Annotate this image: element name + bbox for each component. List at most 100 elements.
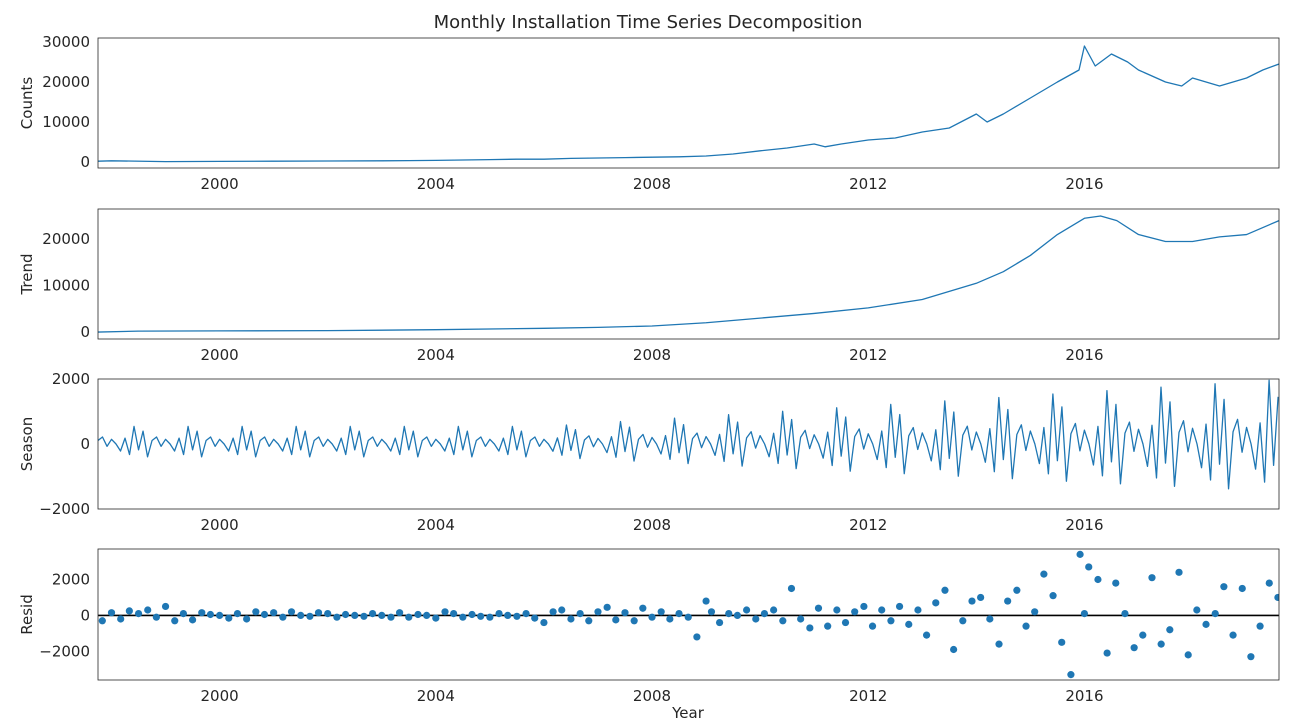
counts-series-line (98, 45, 1279, 163)
resid-point (450, 610, 458, 618)
resid-point (306, 612, 314, 620)
xtick-label: 2016 (1065, 687, 1103, 705)
resid-point (1139, 631, 1147, 639)
ytick-label: 10000 (42, 277, 90, 295)
xtick-label: 2008 (633, 687, 671, 705)
resid-point (576, 610, 584, 618)
resid-point (567, 615, 575, 623)
trend-axes-frame (97, 208, 1280, 340)
resid-point (941, 586, 949, 594)
xtick-label: 2008 (633, 346, 671, 364)
resid-point (1103, 649, 1111, 657)
resid-point (968, 597, 976, 605)
season-panel: −2000 0 2000 2000 2004 2008 2012 2016 Season (18, 370, 1280, 534)
resid-point (1022, 622, 1030, 630)
resid-point (161, 602, 170, 611)
resid-point (98, 617, 106, 625)
ytick-label: 20000 (42, 73, 90, 91)
resid-point (513, 612, 521, 620)
xtick-label: 2016 (1065, 516, 1103, 534)
resid-point (134, 610, 143, 618)
resid-point (1130, 644, 1138, 652)
ytick-label: −2000 (39, 642, 90, 660)
resid-point (1031, 608, 1039, 616)
resid-point (459, 613, 467, 621)
xtick-label: 2004 (417, 175, 455, 193)
xtick-label: 2016 (1065, 175, 1103, 193)
resid-point (648, 613, 656, 621)
resid-point (117, 615, 125, 623)
resid-point (702, 597, 710, 605)
resid-point (733, 611, 742, 620)
ytick-label: 0 (80, 323, 90, 341)
resid-point (824, 622, 832, 630)
resid-point (1229, 631, 1237, 639)
resid-point (477, 612, 485, 620)
resid-point (760, 610, 769, 618)
resid-point (1085, 563, 1093, 571)
resid-point (995, 640, 1003, 648)
resid-point (1121, 610, 1129, 618)
resid-point (1040, 570, 1048, 578)
ytick-label: 2000 (52, 571, 90, 589)
resid-point (1067, 671, 1075, 679)
resid-point (1004, 597, 1012, 605)
resid-point (725, 610, 733, 618)
resid-point (986, 615, 994, 623)
resid-point (779, 617, 787, 625)
xtick-label: 2012 (849, 346, 887, 364)
counts-panel: 0 10000 20000 30000 2000 2004 2008 2012 2016 Co… (18, 33, 1280, 193)
ytick-label: 30000 (42, 33, 90, 51)
resid-point (715, 618, 724, 627)
resid-point (959, 617, 967, 625)
xtick-label: 2000 (201, 175, 239, 193)
resid-point (243, 615, 251, 623)
trend-ytick-labels: 0 10000 20000 (42, 230, 90, 341)
resid-point (171, 617, 179, 625)
resid-point (743, 606, 751, 614)
resid-point (495, 610, 503, 618)
resid-point (693, 633, 701, 641)
counts-axes-frame (97, 37, 1280, 169)
season-plot-area (98, 379, 1279, 490)
resid-point (878, 606, 886, 614)
ytick-label: 2000 (52, 370, 90, 388)
resid-point (368, 610, 377, 618)
season-xtick-labels: 2000 2004 2008 2012 2016 (201, 516, 1104, 534)
trend-panel: 0 10000 20000 2000 2004 2008 2012 2016 Trend (18, 208, 1280, 364)
resid-ylabel: Resid (18, 594, 36, 634)
resid-xtick-labels: 2000 2004 2008 2012 2016 (201, 687, 1104, 705)
resid-panel: −2000 0 2000 2000 2004 2008 2012 2016 Resid (18, 548, 1280, 705)
figure-title: Monthly Installation Time Series Decompo… (434, 12, 863, 33)
resid-point (540, 618, 548, 627)
resid-point (405, 613, 413, 621)
resid-point (1247, 653, 1255, 661)
resid-point (152, 613, 160, 621)
resid-point (279, 613, 287, 621)
resid-point (1211, 610, 1219, 618)
resid-point (1112, 579, 1120, 587)
resid-point (657, 608, 665, 616)
resid-point (414, 610, 422, 619)
resid-point (144, 606, 152, 614)
trend-xtick-labels: 2000 2004 2008 2012 2016 (201, 346, 1104, 364)
resid-point (216, 611, 224, 620)
xtick-label: 2016 (1065, 346, 1103, 364)
resid-point (707, 608, 716, 616)
ytick-label: 0 (80, 606, 90, 624)
resid-point (1274, 593, 1279, 602)
xtick-label: 2008 (633, 516, 671, 534)
resid-point (341, 610, 350, 619)
resid-plot-area (98, 550, 1279, 679)
resid-point (887, 617, 895, 625)
counts-xtick-labels: 2000 2004 2008 2012 2016 (201, 175, 1104, 193)
trend-series-line (98, 215, 1279, 333)
xtick-label: 2012 (849, 175, 887, 193)
resid-point (324, 610, 332, 618)
resid-point (752, 615, 760, 623)
resid-point (432, 614, 440, 622)
ytick-label: 20000 (42, 230, 90, 248)
resid-point (125, 607, 133, 615)
resid-point (1175, 568, 1183, 576)
